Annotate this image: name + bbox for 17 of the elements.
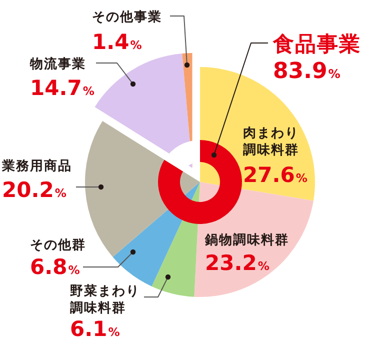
data-label: 23.2% (205, 251, 270, 275)
slice-label: 鍋物調味料群 (204, 232, 289, 248)
slice-label: 物流事業 (29, 56, 86, 72)
slice-label: 肉まわり調味料群 (243, 126, 299, 158)
data-label: 14.7% (30, 76, 95, 100)
slice-label: その他群 (30, 238, 86, 253)
data-label: 6.8% (30, 255, 80, 279)
slice-label: 食品事業 (272, 32, 361, 56)
data-label: 1.4% (92, 30, 142, 54)
slice-label: 野菜まわり調味料群 (70, 284, 140, 316)
donut-slice (158, 140, 242, 224)
data-label: 27.6% (243, 163, 308, 187)
data-label: 20.2% (2, 178, 67, 202)
slice-label: その他事業 (92, 10, 162, 25)
data-label: 6.1% (70, 317, 120, 341)
data-label: 83.9% (273, 59, 340, 84)
slice-label: 業務用商品 (1, 158, 72, 174)
